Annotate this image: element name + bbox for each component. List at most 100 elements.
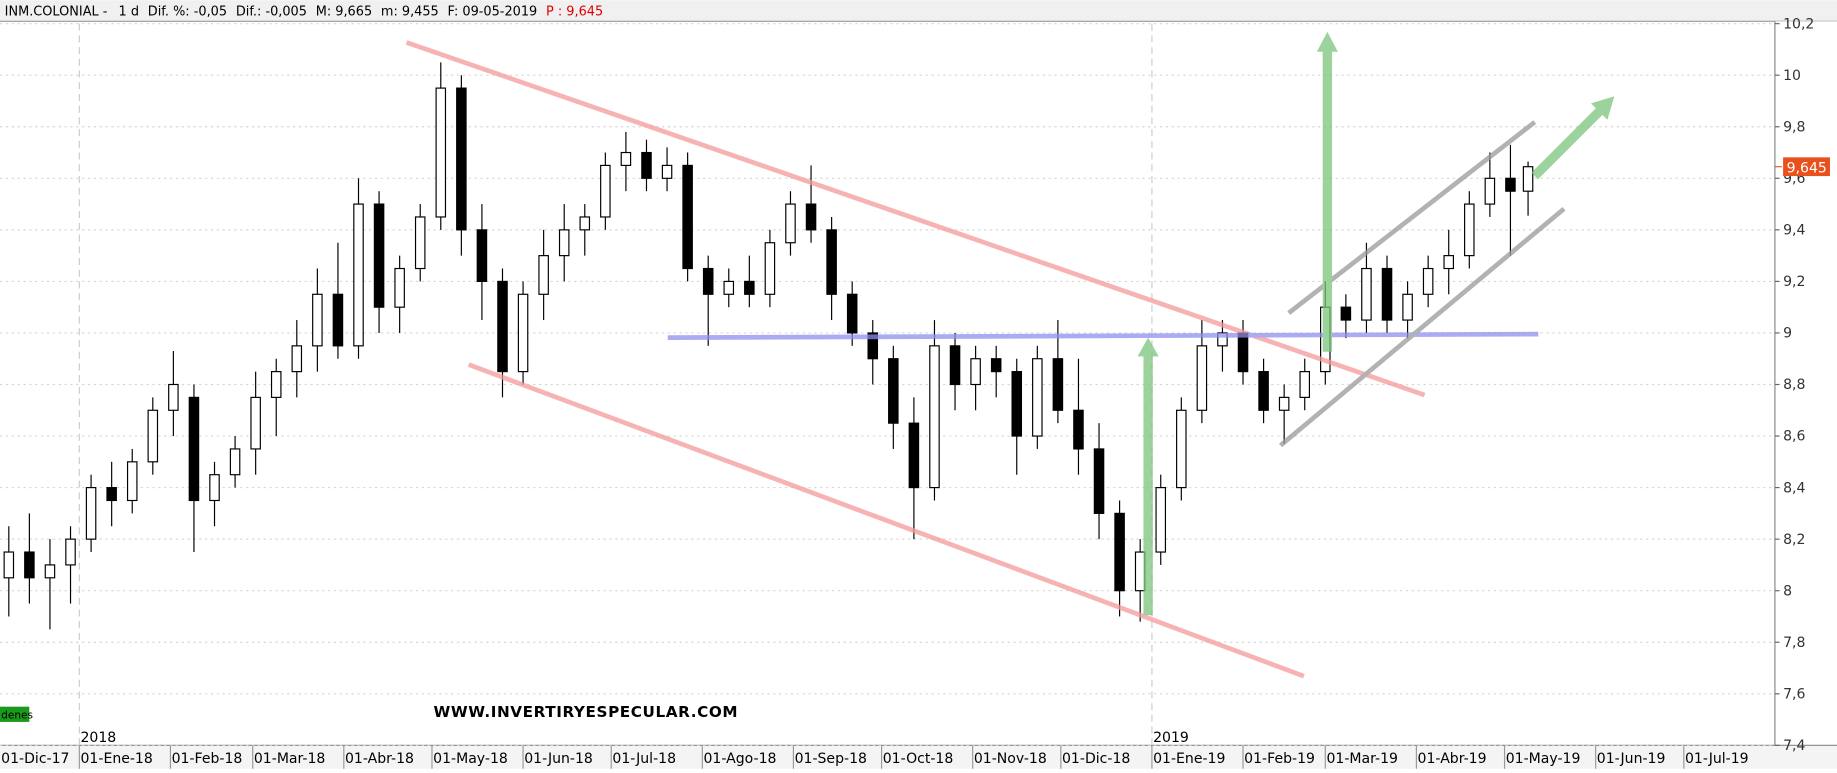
annotations — [405, 31, 1615, 679]
candle-body — [1361, 267, 1372, 321]
candle-body — [1381, 267, 1393, 321]
arrow-head — [1316, 31, 1338, 52]
candle-body — [1196, 345, 1208, 411]
candle-body — [1299, 371, 1311, 398]
watermark: WWW.INVERTIRYESPECULAR.COM — [433, 703, 738, 721]
candle-body — [476, 229, 488, 282]
candle-body — [517, 293, 529, 373]
year-label: 2019 — [1153, 730, 1189, 746]
candle-body — [44, 564, 56, 579]
x-tick-label: 01-Abr-18 — [345, 751, 414, 767]
candle-body — [600, 164, 611, 218]
candle-body — [65, 538, 76, 566]
candle-body — [723, 280, 735, 295]
candle-body — [990, 358, 1002, 373]
x-tick-label: 01-Jun-18 — [524, 751, 593, 767]
arrows — [1137, 31, 1615, 616]
header-text: INM.COLONIAL - 1 d Dif. %: -0,05 Dif.: -… — [5, 4, 603, 19]
x-tick-label: 01-Ago-18 — [703, 751, 776, 767]
y-axis-panel — [1774, 21, 1837, 746]
candle-body — [744, 280, 755, 295]
candle-body — [1155, 487, 1167, 553]
x-tick-label: 01-Ene-18 — [81, 751, 153, 767]
candle-body — [1340, 306, 1352, 321]
header-item: 1 d — [119, 4, 139, 19]
axes: 7,47,67,888,28,48,68,899,29,49,69,81010,… — [1, 16, 1830, 769]
last-price-box — [1783, 157, 1830, 177]
last-price-label: 9,645 — [1787, 161, 1827, 177]
candle-body — [908, 422, 920, 489]
badge: denes — [1, 709, 33, 721]
candle-body — [353, 203, 364, 347]
candle-body — [970, 358, 981, 386]
candle-body — [661, 164, 673, 179]
candle-body — [785, 203, 796, 244]
candle-body — [826, 229, 837, 295]
y-tick-label: 9,8 — [1783, 119, 1805, 135]
candle-body — [949, 345, 961, 386]
header-item: Dif.: -0,005 — [236, 4, 307, 19]
year-label: 2018 — [81, 730, 117, 746]
candle-body — [846, 293, 858, 334]
candle-body — [414, 216, 426, 270]
candle-body — [270, 371, 282, 398]
header-item: m: 9,455 — [381, 4, 439, 19]
header-bar — [0, 0, 1837, 22]
candle-body — [291, 345, 303, 373]
candle-body — [126, 461, 138, 502]
x-tick-label: 01-Ene-19 — [1153, 751, 1225, 767]
y-tick-label: 8,8 — [1783, 377, 1805, 393]
x-tick-label: 01-Feb-18 — [172, 751, 243, 767]
candle-body — [929, 345, 940, 489]
candle-body — [229, 448, 241, 476]
candle-body — [188, 396, 200, 502]
candle-body — [805, 203, 817, 231]
x-tick-label: 01-Sep-18 — [795, 751, 867, 767]
y-tick-label: 10,2 — [1783, 16, 1814, 32]
header-item: Dif. %: -0,05 — [148, 4, 227, 19]
candle-body — [1258, 371, 1269, 411]
arrow-head — [1137, 337, 1159, 357]
candle-body — [1522, 166, 1534, 192]
candle-body — [1176, 409, 1187, 489]
candle-body — [1114, 512, 1125, 592]
candle-body — [1011, 371, 1023, 437]
x-tick-label: 01-Dic-17 — [1, 751, 69, 767]
header-item: F: 09-05-2019 — [448, 4, 538, 19]
y-tick-label: 8,4 — [1783, 480, 1805, 496]
candle-body — [250, 396, 261, 450]
candle-body — [106, 487, 117, 502]
y-tick-label: 7,6 — [1783, 686, 1805, 702]
y-tick-label: 9,4 — [1783, 223, 1805, 239]
arrow — [1531, 107, 1604, 180]
x-tick-label: 01-Jul-19 — [1685, 751, 1749, 767]
y-tick-label: 8 — [1783, 583, 1792, 599]
candle-body — [168, 383, 179, 411]
channel-line — [1279, 206, 1566, 448]
candle-body — [1505, 177, 1516, 192]
candle-body — [1217, 332, 1228, 347]
candle-body — [497, 280, 508, 373]
candle-body — [579, 216, 591, 231]
candle-body — [85, 487, 97, 540]
y-tick-label: 8,2 — [1783, 532, 1805, 548]
candle-body — [1278, 396, 1290, 411]
grid — [0, 23, 1775, 746]
x-tick-label: 01-Abr-19 — [1418, 751, 1487, 767]
y-tick-label: 7,8 — [1783, 635, 1805, 651]
candle-body — [456, 87, 467, 231]
candle-body — [24, 551, 35, 579]
header-item: P : 9,645 — [546, 4, 603, 19]
candle-body — [764, 242, 776, 295]
candle-body — [373, 203, 385, 308]
candle-body — [1237, 332, 1249, 373]
x-tick-label: 01-Jul-18 — [612, 751, 676, 767]
y-tick-label: 7,4 — [1783, 738, 1805, 754]
candle-body — [1073, 409, 1084, 450]
y-tick-label: 8,6 — [1783, 429, 1805, 445]
candle-body — [702, 267, 714, 295]
badge-box — [0, 706, 30, 722]
candle-body — [641, 151, 652, 179]
candle-body — [147, 409, 159, 463]
